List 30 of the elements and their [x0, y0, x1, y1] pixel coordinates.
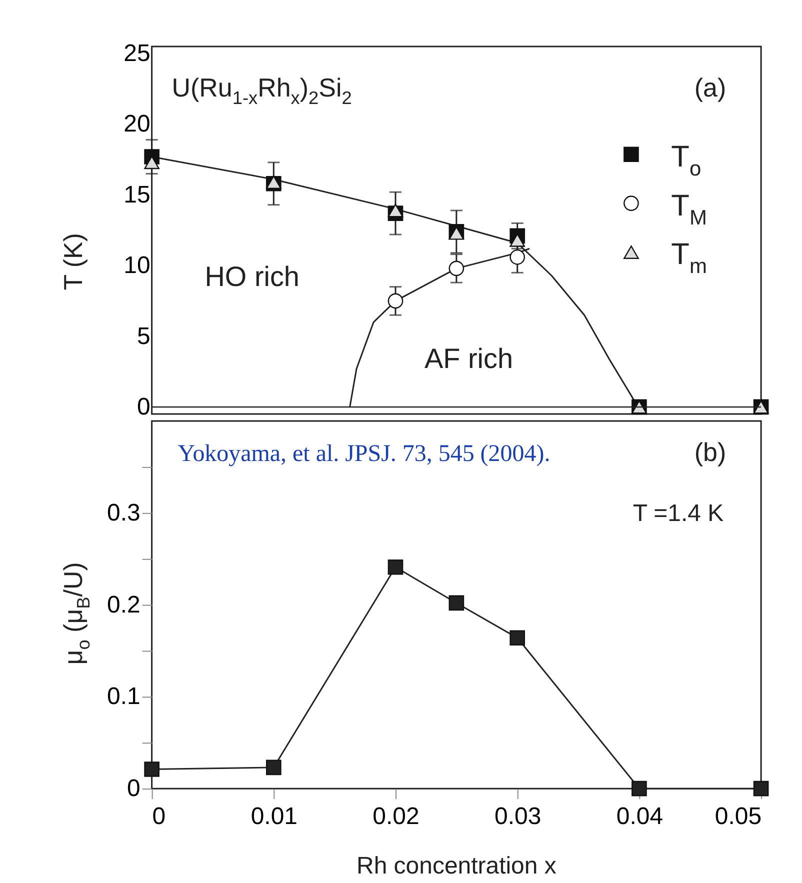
- y-axis-title: T (K): [58, 232, 88, 290]
- annotation: (a): [694, 72, 726, 102]
- y-tick-label: 0.3: [106, 499, 140, 526]
- point: [388, 204, 404, 218]
- y-tick-label: 15: [124, 181, 150, 208]
- x-tick-label: 0.01: [250, 803, 298, 830]
- x-tick-label: 0.03: [494, 803, 542, 830]
- point: [144, 156, 160, 170]
- x-axis-title: Rh concentration x: [356, 852, 556, 880]
- y-tick-label: 0.2: [106, 591, 140, 618]
- annotation: AF rich: [424, 343, 513, 374]
- point: [510, 249, 526, 265]
- annotation: T =1.4 K: [632, 500, 724, 527]
- y-tick-label: 0.1: [106, 683, 140, 710]
- y-axis-title: μo (μB/U): [58, 562, 94, 665]
- y-tick-label: 5: [136, 322, 150, 350]
- y-tick-label: 0: [136, 393, 150, 420]
- annotation: (b): [694, 436, 726, 467]
- x-tick-label: 0.02: [372, 803, 420, 830]
- y-tick-label: 20: [124, 110, 150, 138]
- point: [388, 293, 404, 309]
- y-tick-label: 25: [124, 40, 150, 68]
- point: [510, 233, 526, 247]
- annotation: Yokoyama, et al. JPSJ. 73, 545 (2004).: [178, 440, 550, 467]
- x-tick-label: 0.04: [616, 803, 664, 830]
- point: [448, 260, 464, 276]
- y-tick-label: 10: [124, 252, 150, 280]
- annotation: HO rich: [204, 261, 300, 292]
- y-tick-label: 0: [126, 775, 140, 802]
- x-tick-label: 0.05: [714, 803, 762, 830]
